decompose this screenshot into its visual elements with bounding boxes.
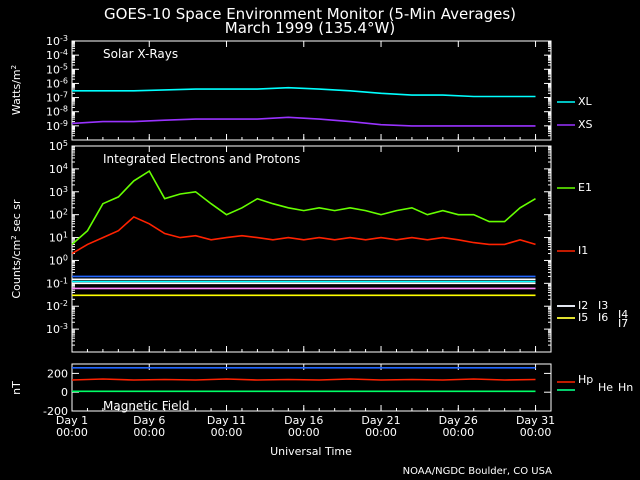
- legend-label: XL: [578, 95, 593, 108]
- y-tick-label: 100: [49, 253, 68, 268]
- y-tick-label: 103: [49, 184, 68, 199]
- y-tick-label: 10-2: [46, 299, 68, 314]
- y-tick-label: 10-9: [46, 118, 68, 133]
- legend-label: He: [598, 381, 613, 394]
- x-tick-time: 00:00: [211, 426, 243, 439]
- y-tick-label: 101: [49, 230, 68, 245]
- y-tick-label: -200: [43, 405, 68, 418]
- y-tick-label: 10-1: [46, 276, 68, 291]
- x-tick-label: Day 11: [207, 414, 246, 427]
- legend-label: I7: [618, 317, 628, 330]
- x-tick-label: Day 26: [439, 414, 478, 427]
- y-tick-label: 105: [49, 139, 68, 154]
- y-tick-label: 104: [49, 161, 68, 176]
- legend-label: I2: [578, 299, 588, 312]
- series-line: [71, 215, 536, 255]
- panel-label: Integrated Electrons and Protons: [103, 152, 300, 166]
- xray-panel: 10-310-410-510-610-710-810-9 Watts/m2 Sola…: [10, 34, 593, 141]
- y-tick-label: 200: [47, 367, 68, 380]
- x-tick-time: 00:00: [520, 426, 552, 439]
- y-axis-label: Counts/cm2 sec sr: [10, 199, 23, 299]
- y-tick-label: 10-7: [46, 90, 68, 105]
- panel-frame: [71, 363, 552, 412]
- series-line: [71, 116, 536, 127]
- legend-label: I6: [598, 311, 608, 324]
- x-tick-label: Day 21: [361, 414, 400, 427]
- x-axis-label: Universal Time: [270, 445, 352, 458]
- y-tick-label: 102: [49, 207, 68, 222]
- chart-subtitle: March 1999 (135.4°W): [225, 19, 395, 37]
- x-tick-time: 00:00: [442, 426, 474, 439]
- series-line: [71, 169, 536, 245]
- series-line: [72, 86, 536, 98]
- y-tick-label: 10-6: [46, 76, 68, 91]
- legend-label: I4: [618, 308, 628, 321]
- y-tick-label: 10-4: [46, 48, 68, 63]
- legend-label: Hn: [618, 381, 633, 394]
- x-tick-time: 00:00: [56, 426, 88, 439]
- y-tick-label: 10-8: [46, 104, 68, 119]
- x-tick-label: Day 16: [284, 414, 323, 427]
- legend-label: XS: [578, 118, 593, 131]
- legend-label: Hp: [578, 373, 593, 386]
- legend-label: I1: [578, 244, 588, 257]
- particle-panel: 105 104 103 102 101 100 10-1 10-2 10-3 Counts/cm2…: [10, 139, 628, 353]
- x-tick-time: 00:00: [133, 426, 165, 439]
- panel-label: Solar X-Rays: [103, 47, 178, 61]
- series-line: [71, 378, 536, 381]
- legend-label: E1: [578, 181, 592, 194]
- chart-title: GOES-10 Space Environment Monitor (5-Min…: [104, 5, 516, 23]
- y-tick-label: 0: [61, 386, 68, 399]
- magnetic-panel: 200 0 -200 nT Magnetic Field Hp He Hn: [10, 363, 633, 418]
- legend-label: I5: [578, 311, 588, 324]
- panel-frame: [71, 145, 552, 353]
- y-axis-label: nT: [10, 381, 23, 395]
- x-tick-label: Day 1: [56, 414, 88, 427]
- y-tick-label: 10-3: [46, 322, 68, 337]
- x-tick-time: 00:00: [365, 426, 397, 439]
- x-tick-label: Day 31: [516, 414, 555, 427]
- y-tick-label: 10-5: [46, 62, 68, 77]
- panel-label: Magnetic Field: [103, 399, 189, 413]
- credit-text: NOAA/NGDC Boulder, CO USA: [403, 466, 553, 477]
- y-tick-label: 10-3: [46, 34, 68, 49]
- legend-label: I3: [598, 299, 608, 312]
- y-axis-label: Watts/m2: [10, 65, 23, 115]
- x-tick-label: Day 6: [133, 414, 165, 427]
- x-tick-time: 00:00: [288, 426, 320, 439]
